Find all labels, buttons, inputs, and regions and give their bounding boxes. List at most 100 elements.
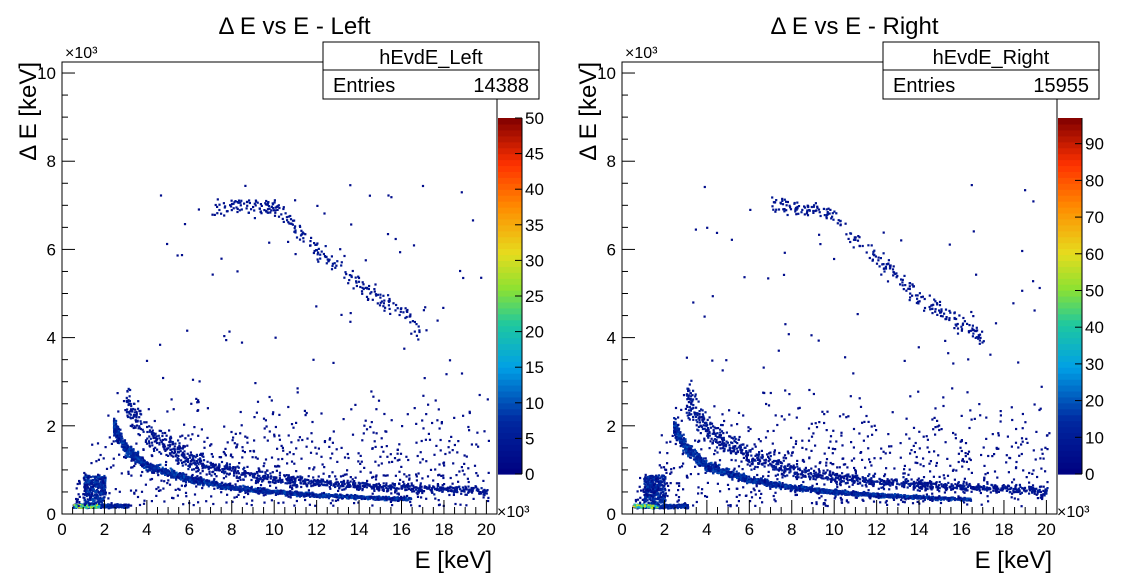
bin xyxy=(438,427,441,430)
bin xyxy=(87,486,90,489)
bin xyxy=(178,446,182,449)
bin xyxy=(239,478,242,481)
bin xyxy=(389,312,392,315)
bin xyxy=(182,473,185,476)
bin xyxy=(156,448,159,451)
bin xyxy=(75,487,78,490)
bin xyxy=(452,462,455,465)
bin xyxy=(337,482,340,485)
bin xyxy=(335,481,338,484)
bin xyxy=(307,489,310,492)
bin xyxy=(234,467,237,470)
bin xyxy=(405,315,408,319)
bin xyxy=(779,486,782,489)
bin xyxy=(142,459,146,462)
bin xyxy=(454,502,457,506)
bin xyxy=(115,429,118,432)
bin xyxy=(320,482,323,485)
bin xyxy=(139,409,142,412)
bin xyxy=(275,476,278,479)
bin xyxy=(463,454,466,457)
bin xyxy=(84,482,87,485)
bin xyxy=(275,465,278,468)
bin xyxy=(177,454,180,457)
bin xyxy=(675,439,678,442)
bin xyxy=(99,498,102,501)
bin xyxy=(366,298,370,301)
bin xyxy=(176,448,179,451)
bin xyxy=(329,480,332,483)
bin xyxy=(235,471,238,474)
bin xyxy=(268,207,271,210)
bin xyxy=(101,486,104,489)
bin xyxy=(284,494,287,497)
bin xyxy=(113,432,116,435)
bin xyxy=(128,395,131,398)
bin xyxy=(240,424,243,427)
bin xyxy=(233,442,236,445)
bin xyxy=(327,493,330,496)
bin xyxy=(88,490,91,493)
bin xyxy=(224,205,227,208)
bin xyxy=(418,504,421,508)
palette-band xyxy=(498,171,522,178)
bin xyxy=(405,455,408,458)
bin xyxy=(303,409,306,412)
bin xyxy=(133,454,136,458)
bin xyxy=(237,472,240,475)
bin xyxy=(230,205,233,208)
bin xyxy=(162,468,166,471)
bin xyxy=(317,251,320,254)
bin xyxy=(239,410,242,414)
bin xyxy=(923,498,926,501)
bin xyxy=(417,325,420,328)
bin xyxy=(174,455,177,458)
bin xyxy=(250,472,253,475)
bin xyxy=(404,316,407,320)
bin xyxy=(370,495,373,498)
bin xyxy=(95,460,98,463)
bin xyxy=(145,464,148,467)
bin xyxy=(256,400,260,403)
bin xyxy=(297,493,300,496)
bin xyxy=(225,475,228,478)
bin xyxy=(90,498,93,501)
bin xyxy=(264,493,267,496)
bin xyxy=(130,459,133,462)
bin xyxy=(294,477,297,480)
bin xyxy=(371,476,374,479)
bin xyxy=(403,473,406,476)
bin xyxy=(267,211,270,214)
bin xyxy=(357,488,360,491)
bin xyxy=(131,453,134,456)
bin xyxy=(115,436,118,439)
bin xyxy=(293,504,296,507)
bin xyxy=(192,458,195,461)
bin xyxy=(210,495,213,498)
bin xyxy=(211,462,214,465)
bin xyxy=(314,483,317,487)
bin xyxy=(342,418,345,421)
bin xyxy=(316,483,319,486)
bin xyxy=(415,479,418,482)
bin xyxy=(272,478,275,481)
bin xyxy=(112,464,115,467)
bin xyxy=(446,486,450,489)
bin xyxy=(388,297,391,301)
bin xyxy=(335,478,338,481)
bin xyxy=(231,487,235,490)
bin xyxy=(78,495,81,498)
bin xyxy=(302,492,305,495)
bin xyxy=(196,477,199,480)
bin xyxy=(279,480,282,483)
bin xyxy=(310,479,313,482)
bin xyxy=(324,484,328,487)
bin xyxy=(320,478,323,481)
bin xyxy=(181,451,184,454)
bin xyxy=(388,486,391,489)
bin xyxy=(192,479,195,482)
bin xyxy=(331,441,334,444)
bin xyxy=(102,476,105,479)
bin xyxy=(223,452,226,455)
bin xyxy=(278,492,281,495)
